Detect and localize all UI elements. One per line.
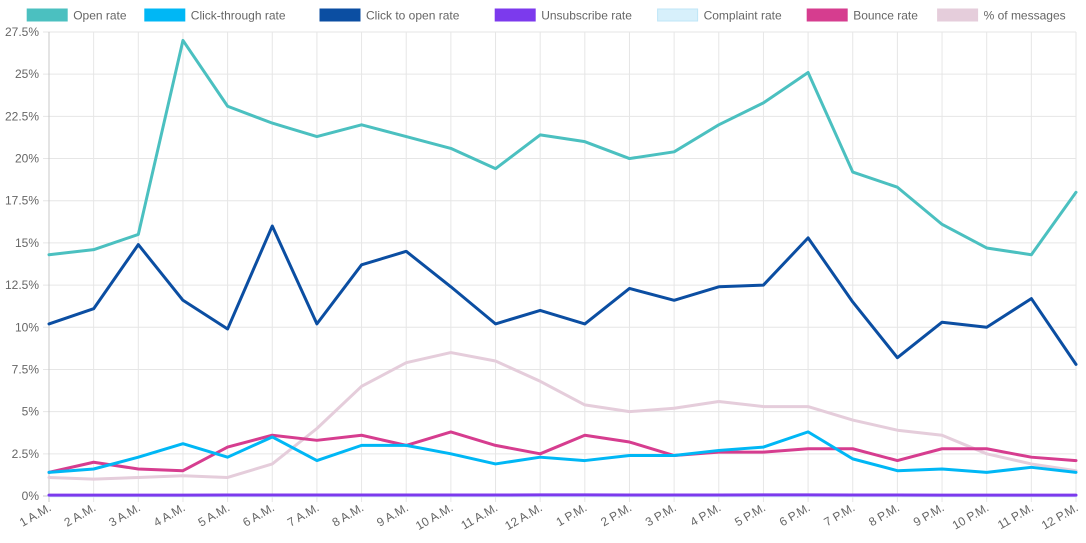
legend-swatch xyxy=(937,8,979,22)
x-tick-label: 5 P.M. xyxy=(732,500,768,529)
legend-item-pct-of-messages[interactable]: % of messages xyxy=(937,8,1066,23)
series-line-click-through-rate xyxy=(47,430,1078,474)
x-tick-label: 8 P.M. xyxy=(866,500,902,529)
legend: Open rate Click-through rate Click to open… xyxy=(26,8,1066,23)
x-tick-label: 10 A.M. xyxy=(413,500,455,532)
x-tick-label: 3 A.M. xyxy=(106,500,142,529)
x-tick-label: 7 P.M. xyxy=(822,500,858,529)
legend-label: Click-through rate xyxy=(191,9,286,23)
x-tick-label: 1 A.M. xyxy=(17,500,53,529)
y-tick-label: 7.5% xyxy=(12,362,40,376)
series-lines xyxy=(47,38,1078,498)
legend-swatch xyxy=(806,8,848,22)
legend-label: Open rate xyxy=(73,9,127,23)
legend-label: Click to open rate xyxy=(366,9,460,23)
legend-item-bounce-rate[interactable]: Bounce rate xyxy=(806,8,918,23)
y-axis: 0% 2.5% 5% 7.5% 10% 12.5% 15% 17.5% 20% 22.5% 25% 2… xyxy=(5,25,39,503)
x-tick-label: 7 A.M. xyxy=(285,500,321,529)
legend-label: Complaint rate xyxy=(704,9,782,23)
x-tick-label: 4 P.M. xyxy=(688,500,724,529)
legend-swatch xyxy=(26,8,68,22)
y-tick-label: 2.5% xyxy=(12,447,40,461)
y-tick-label: 0% xyxy=(22,489,40,503)
series-line-click-to-open-rate xyxy=(47,224,1078,366)
y-tick-label: 22.5% xyxy=(5,109,39,123)
x-tick-label: 12 A.M. xyxy=(502,500,544,532)
legend-item-unsubscribe-rate[interactable]: Unsubscribe rate xyxy=(494,8,632,23)
x-tick-label: 10 P.M. xyxy=(950,500,991,532)
x-tick-label: 9 P.M. xyxy=(911,500,947,529)
x-axis: 1 A.M. 2 A.M. 3 A.M. 4 A.M. 5 A.M. 6 A.M. 7 A.… xyxy=(17,500,1080,532)
y-tick-label: 27.5% xyxy=(5,25,39,39)
x-tick-label: 2 P.M. xyxy=(598,500,634,529)
x-tick-label: 5 A.M. xyxy=(196,500,232,529)
legend-swatch xyxy=(494,8,536,22)
y-tick-label: 5% xyxy=(22,405,40,419)
legend-swatch xyxy=(144,8,186,22)
x-tick-label: 11 A.M. xyxy=(459,500,500,532)
x-tick-label: 8 A.M. xyxy=(330,500,366,529)
x-tick-label: 9 A.M. xyxy=(374,500,410,529)
legend-item-complaint-rate[interactable]: Complaint rate xyxy=(657,8,782,23)
legend-label: Unsubscribe rate xyxy=(541,9,632,23)
legend-swatch xyxy=(319,8,361,22)
y-tick-label: 15% xyxy=(15,236,39,250)
gridlines xyxy=(43,31,1077,502)
x-tick-label: 3 P.M. xyxy=(643,500,679,529)
y-tick-label: 10% xyxy=(15,320,39,334)
series-line-open-rate xyxy=(47,38,1078,257)
legend-label: % of messages xyxy=(984,9,1066,23)
x-tick-label: 12 P.M. xyxy=(1039,500,1080,532)
legend-label: Bounce rate xyxy=(853,9,918,23)
series-line-bounce-rate xyxy=(47,430,1078,474)
legend-item-open-rate[interactable]: Open rate xyxy=(26,8,127,23)
x-tick-label: 6 P.M. xyxy=(777,500,813,529)
y-tick-label: 12.5% xyxy=(5,278,39,292)
legend-item-click-to-open-rate[interactable]: Click to open rate xyxy=(319,8,460,23)
y-tick-label: 17.5% xyxy=(5,194,39,208)
x-tick-label: 1 P.M. xyxy=(554,500,590,529)
y-tick-label: 20% xyxy=(15,152,39,166)
x-tick-label: 6 A.M. xyxy=(240,500,276,529)
legend-item-click-through-rate[interactable]: Click-through rate xyxy=(144,8,286,23)
series-line-pct-of-messages xyxy=(47,351,1078,481)
x-tick-label: 11 P.M. xyxy=(995,500,1036,532)
legend-swatch xyxy=(657,8,699,22)
x-tick-label: 4 A.M. xyxy=(151,500,187,529)
x-tick-label: 2 A.M. xyxy=(62,500,98,529)
y-tick-label: 25% xyxy=(15,67,39,81)
